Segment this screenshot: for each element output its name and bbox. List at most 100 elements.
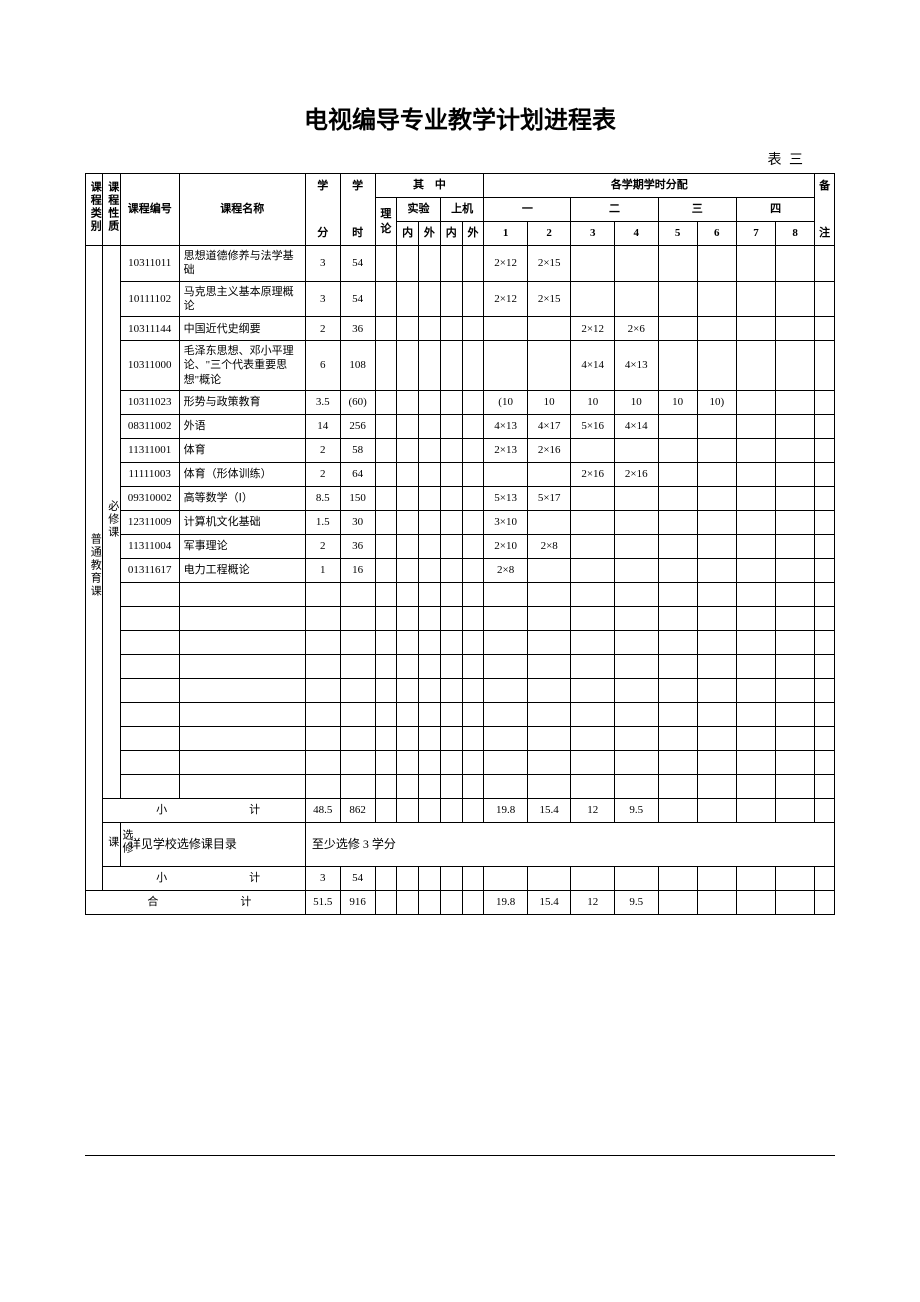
hdr-remark-2: 注	[815, 222, 835, 246]
course-credit: 8.5	[305, 487, 340, 511]
course-name: 体育（形体训练）	[179, 463, 305, 487]
course-code: 01311617	[120, 559, 179, 583]
course-hours: 30	[340, 511, 375, 535]
hdr-sem-two: 二	[571, 198, 658, 222]
hdr-lab-in: 内	[397, 222, 419, 246]
course-hours: 16	[340, 559, 375, 583]
hdr-code: 课程编号	[120, 174, 179, 246]
footer-rule	[85, 1155, 835, 1156]
table-row: 普通教育课必修课10311011思想道德修养与法学基础3542×122×15	[86, 246, 835, 282]
table-row	[86, 703, 835, 727]
hdr-n2: 2	[527, 222, 571, 246]
course-hours: 36	[340, 317, 375, 341]
hdr-machine: 上机	[440, 198, 484, 222]
table-row: 11311004军事理论2362×102×8	[86, 535, 835, 559]
course-hours: 54	[340, 246, 375, 282]
course-credit: 3.5	[305, 391, 340, 415]
course-name: 高等数学（Ⅰ）	[179, 487, 305, 511]
hdr-n3: 3	[571, 222, 615, 246]
course-code: 12311009	[120, 511, 179, 535]
course-hours: (60)	[340, 391, 375, 415]
table-row: 10311023形势与政策教育3.5(60)(101010101010)	[86, 391, 835, 415]
course-code: 11311001	[120, 439, 179, 463]
hdr-semdist: 各学期学时分配	[484, 174, 815, 198]
course-credit: 14	[305, 415, 340, 439]
table-row	[86, 679, 835, 703]
table-row	[86, 583, 835, 607]
course-credit: 2	[305, 317, 340, 341]
hdr-sem-four: 四	[736, 198, 814, 222]
course-name: 毛泽东思想、邓小平理论、"三个代表重要思想"概论	[179, 341, 305, 391]
course-code: 10311144	[120, 317, 179, 341]
subtotal-label: 小 计	[103, 799, 305, 823]
course-credit: 2	[305, 535, 340, 559]
hdr-mac-out: 外	[462, 222, 484, 246]
table-row	[86, 775, 835, 799]
course-credit: 1.5	[305, 511, 340, 535]
elective-requirement: 至少选修 3 学分	[305, 823, 834, 867]
hdr-credit-2: 分	[305, 222, 340, 246]
hdr-credit-1: 学	[305, 174, 340, 198]
hdr-n7: 7	[736, 222, 775, 246]
hdr-sem-one: 一	[484, 198, 571, 222]
table-row	[86, 607, 835, 631]
hdr-name: 课程名称	[179, 174, 305, 246]
course-code: 10111102	[120, 281, 179, 317]
hdr-hours-2: 时	[340, 222, 375, 246]
course-code: 10311011	[120, 246, 179, 282]
table-row: 10111102马克思主义基本原理概论3542×122×15	[86, 281, 835, 317]
nature-elective-cell: 选修课	[103, 823, 120, 867]
course-code: 10311000	[120, 341, 179, 391]
table-row: 01311617电力工程概论1162×8	[86, 559, 835, 583]
hdr-n4: 4	[614, 222, 658, 246]
table-row	[86, 631, 835, 655]
course-name: 体育	[179, 439, 305, 463]
course-name: 马克思主义基本原理概论	[179, 281, 305, 317]
table-body: 普通教育课必修课10311011思想道德修养与法学基础3542×122×1510…	[86, 246, 835, 915]
hdr-lab: 实验	[397, 198, 441, 222]
page-title: 电视编导专业教学计划进程表	[85, 100, 835, 135]
course-hours: 108	[340, 341, 375, 391]
course-credit: 1	[305, 559, 340, 583]
course-code: 11311004	[120, 535, 179, 559]
course-hours: 256	[340, 415, 375, 439]
hdr-lab-out: 外	[419, 222, 441, 246]
table-row	[86, 751, 835, 775]
nature-required-cell: 必修课	[103, 246, 120, 799]
subtotal-row: 小 计48.586219.815.4129.5	[86, 799, 835, 823]
subtotal2-row: 小 计354	[86, 867, 835, 891]
table-row: 08311002外语142564×134×175×164×14	[86, 415, 835, 439]
table-row: 10311144中国近代史纲要2362×122×6	[86, 317, 835, 341]
table-row	[86, 727, 835, 751]
course-credit: 6	[305, 341, 340, 391]
course-code: 09310002	[120, 487, 179, 511]
total-label: 合 计	[86, 891, 306, 915]
total-row: 合 计51.591619.815.4129.5	[86, 891, 835, 915]
hdr-within: 其 中	[375, 174, 484, 198]
course-name: 计算机文化基础	[179, 511, 305, 535]
hdr-n6: 6	[697, 222, 736, 246]
course-code: 10311023	[120, 391, 179, 415]
table-row: 11311001体育2582×132×16	[86, 439, 835, 463]
table-row: 12311009计算机文化基础1.5303×10	[86, 511, 835, 535]
course-name: 外语	[179, 415, 305, 439]
course-code: 11111003	[120, 463, 179, 487]
hdr-category: 课程类别	[88, 181, 102, 233]
course-name: 形势与政策教育	[179, 391, 305, 415]
course-credit: 3	[305, 281, 340, 317]
hdr-hours-1: 学	[340, 174, 375, 198]
hdr-mac-in: 内	[440, 222, 462, 246]
hdr-remark-1: 备	[815, 174, 835, 198]
hdr-sem-three: 三	[658, 198, 736, 222]
course-hours: 58	[340, 439, 375, 463]
header-row-1: 课程类别 课程性质 课程编号 课程名称 学 学 其 中 各学期学时分配 备	[86, 174, 835, 198]
course-hours: 54	[340, 281, 375, 317]
course-credit: 3	[305, 246, 340, 282]
course-hours: 36	[340, 535, 375, 559]
course-credit: 2	[305, 463, 340, 487]
elective-note: 详见学校选修课目录	[120, 823, 305, 867]
table-number-label: 表 三	[85, 149, 835, 169]
subtotal2-label: 小 计	[103, 867, 305, 891]
table-row: 09310002高等数学（Ⅰ）8.51505×135×17	[86, 487, 835, 511]
table-row	[86, 655, 835, 679]
